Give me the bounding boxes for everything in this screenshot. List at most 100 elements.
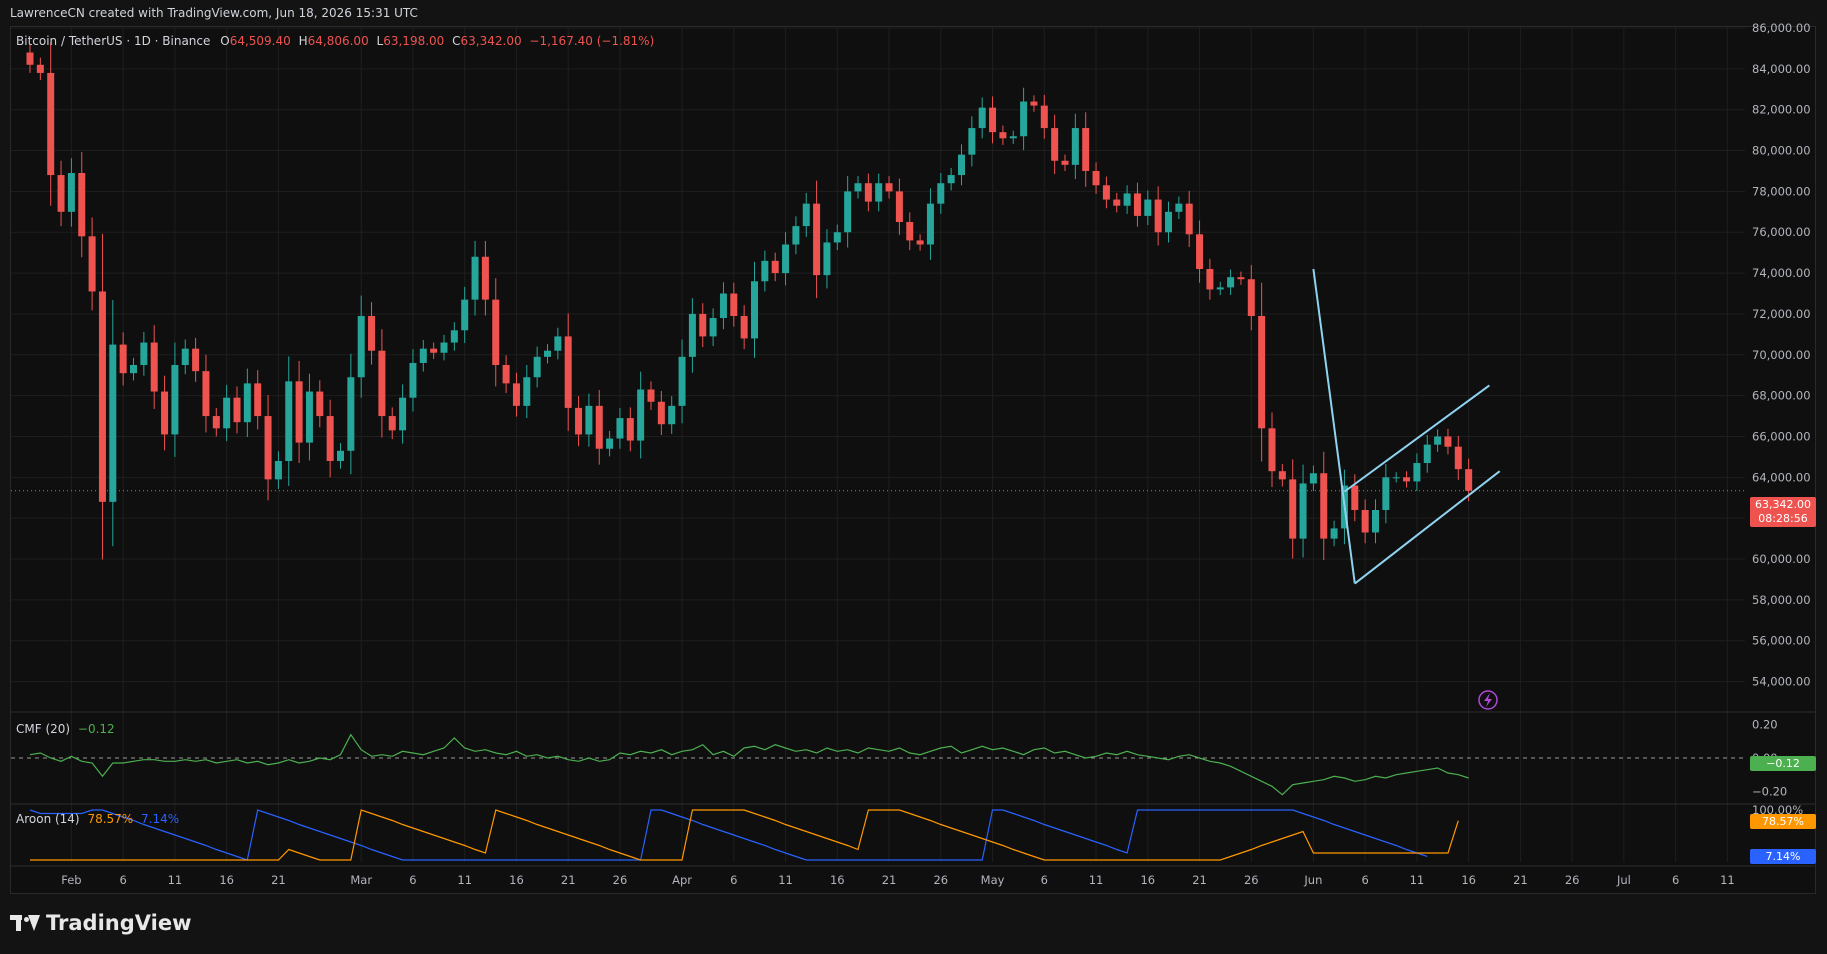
candle-body	[1423, 444, 1431, 464]
candle-body	[626, 418, 634, 441]
candle-body	[192, 348, 200, 372]
price-tag-value: 63,342.00	[1755, 498, 1811, 511]
brand-name: TradingView	[46, 911, 192, 935]
price-tag: 63,342.00 08:28:56	[1750, 497, 1816, 527]
candle-body	[461, 299, 469, 331]
price-tick-label: 86,000.00	[1752, 21, 1811, 35]
grid	[11, 27, 1745, 862]
symbol-legend[interactable]: Bitcoin / TetherUS · 1D · Binance O64,50…	[16, 34, 654, 48]
candle-body	[1071, 128, 1079, 165]
aroon-tick-label: 100.00%	[1752, 803, 1803, 817]
time-tick-label: 6	[409, 873, 416, 887]
tradingview-logo[interactable]: TradingView	[10, 911, 191, 935]
time-tick-label: 11	[778, 873, 793, 887]
aroon-legend[interactable]: Aroon (14) 78.57% 7.14%	[16, 812, 179, 826]
candle-body	[688, 313, 696, 357]
time-tick-label: 26	[613, 873, 628, 887]
candle-body	[1216, 287, 1224, 290]
candle-body	[1361, 510, 1369, 533]
candle-body	[833, 232, 841, 243]
price-axis[interactable]: 54,000.0056,000.0058,000.0060,000.0062,0…	[1752, 21, 1811, 817]
candle-body	[502, 365, 510, 384]
cmf-value: −0.12	[77, 722, 115, 736]
trendline	[1343, 384, 1490, 493]
candle-body	[885, 183, 893, 192]
candle-body	[88, 236, 96, 292]
candle-body	[1434, 436, 1442, 445]
time-tick-label: 26	[1565, 873, 1580, 887]
candle-body	[378, 350, 386, 417]
time-tick-label: 6	[1672, 873, 1679, 887]
price-tick-label: 80,000.00	[1752, 144, 1811, 158]
time-tick-label: Feb	[61, 873, 81, 887]
price-tick-label: 58,000.00	[1752, 593, 1811, 607]
time-tick-label: 11	[168, 873, 183, 887]
candle-body	[243, 383, 251, 423]
candle-body	[368, 315, 376, 351]
candle-body	[564, 336, 572, 408]
candle-body	[1165, 211, 1172, 233]
candle-body	[223, 397, 231, 429]
price-tick-label: 78,000.00	[1752, 184, 1811, 198]
candle-body	[761, 260, 769, 282]
candle-body	[36, 64, 44, 73]
candle-body	[989, 107, 997, 133]
candle-body	[471, 256, 479, 300]
cmf-legend[interactable]: CMF (20) −0.12	[16, 722, 115, 736]
aroon-down-tag: 7.14%	[1750, 849, 1816, 864]
candle-body	[647, 389, 655, 402]
cmf-label: CMF (20)	[16, 722, 71, 736]
candle-body	[161, 391, 169, 435]
candle-body	[1020, 101, 1028, 137]
price-tick-label: 74,000.00	[1752, 266, 1811, 280]
candle-body	[150, 342, 158, 392]
candle-body	[512, 383, 520, 406]
candle-body	[730, 293, 738, 316]
time-tick-label: 21	[1192, 873, 1207, 887]
time-tick-label: 11	[1089, 873, 1104, 887]
time-tick-label: May	[981, 873, 1005, 887]
low-value: 63,198.00	[383, 34, 445, 48]
candle-body	[264, 416, 272, 480]
candle-body	[709, 318, 717, 337]
time-tick-label: 16	[219, 873, 234, 887]
candle-body	[1392, 477, 1400, 479]
candle-body	[109, 344, 117, 502]
candle-body	[1351, 485, 1359, 511]
candle-body	[347, 377, 355, 451]
candles	[11, 42, 1745, 561]
candle-body	[1465, 469, 1473, 491]
time-axis[interactable]: Feb 6 11 16 21 Mar 6 11 16 21 26 Apr 6 11 16 21 26 May 6 11…	[61, 873, 1735, 887]
candle-body	[575, 407, 583, 435]
cmf-tick-label: 0.20	[1752, 718, 1778, 732]
trendlines[interactable]	[1312, 268, 1501, 585]
candle-body	[813, 203, 821, 276]
candle-body	[140, 342, 148, 365]
price-tick-label: 60,000.00	[1752, 552, 1811, 566]
price-tag-countdown: 08:28:56	[1758, 512, 1808, 525]
time-tick-label: 6	[119, 873, 126, 887]
candle-body	[968, 128, 976, 155]
candle-body	[233, 397, 241, 423]
candle-body	[78, 173, 86, 237]
candle-body	[440, 342, 448, 353]
candle-body	[67, 173, 75, 212]
candle-body	[958, 154, 965, 176]
candle-body	[1320, 473, 1328, 539]
lightning-icon[interactable]	[1478, 690, 1498, 710]
candle-body	[98, 291, 106, 502]
candle-body	[254, 383, 262, 417]
chart-frame	[10, 26, 1816, 894]
candle-body	[295, 381, 303, 443]
aroon-up-line	[30, 809, 1459, 861]
candle-body	[1113, 199, 1121, 206]
candle-body	[409, 362, 417, 398]
candle-body	[937, 183, 945, 204]
time-tick-label: 16	[509, 873, 524, 887]
candle-body	[1196, 234, 1204, 270]
candle-body	[595, 405, 603, 449]
open-value: 64,509.40	[229, 34, 291, 48]
candle-body	[1206, 269, 1214, 290]
candle-body	[533, 356, 541, 378]
